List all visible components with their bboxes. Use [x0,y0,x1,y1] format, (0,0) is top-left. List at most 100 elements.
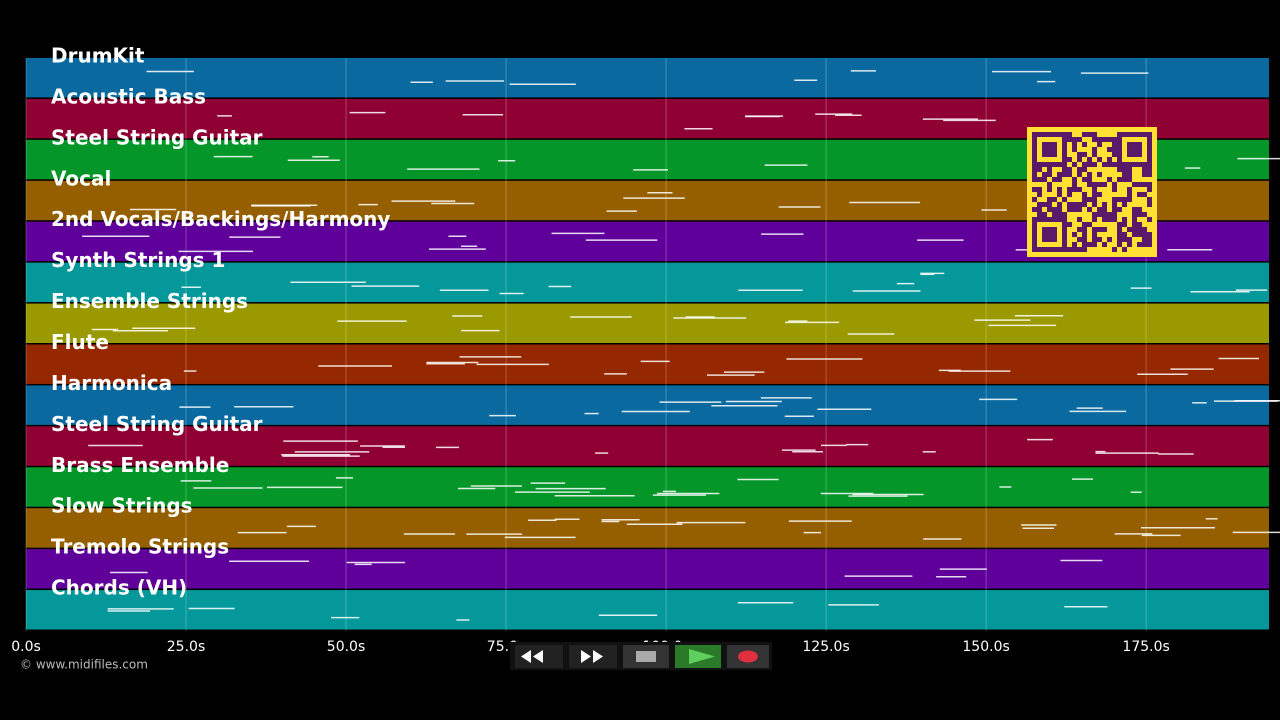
qr-cell [1077,167,1082,172]
notes [82,70,1280,621]
qr-cell [1117,242,1122,247]
qr-cell [1047,187,1052,192]
qr-cell [1047,167,1052,172]
player-controls [510,642,772,670]
qr-cell [1102,162,1107,167]
qr-cell [1147,167,1152,172]
qr-cell [1067,137,1072,142]
qr-cell [1142,232,1147,237]
qr-cell [1077,172,1082,177]
stop-button[interactable] [623,645,669,668]
qr-cell [1092,137,1097,142]
qr-cell [1062,212,1067,217]
track-name: Steel String Guitar [51,412,263,436]
qr-cell [1132,212,1137,217]
qr-cell [1072,242,1077,247]
qr-cell [1137,227,1142,232]
qr-cell [1082,132,1087,137]
qr-cell [1097,207,1102,212]
qr-cell [1092,147,1097,152]
record-button[interactable] [727,645,769,668]
qr-cell [1117,177,1122,182]
qr-cell [1077,187,1082,192]
track-row [26,344,1269,384]
qr-cell [1137,222,1142,227]
track-row [26,385,1269,425]
track-name: Slow Strings [51,494,193,518]
qr-cell [1047,207,1052,212]
qr-cell [1137,182,1142,187]
qr-cell [1032,177,1037,182]
qr-cell [1097,172,1102,177]
qr-cell [1082,142,1087,147]
track-name: DrumKit [51,44,145,68]
qr-cell [1097,192,1102,197]
forward-button[interactable] [569,645,617,668]
track-row [26,426,1269,466]
qr-cell [1122,237,1127,242]
qr-cell [1082,227,1087,232]
qr-cell [1092,162,1097,167]
qr-cell [1122,222,1127,227]
qr-cell [1087,157,1092,162]
qr-cell [1112,147,1117,152]
qr-cell [1092,182,1097,187]
track-row [26,262,1269,303]
qr-cell [1122,197,1127,202]
track-name: Flute [51,330,109,354]
qr-cell [1082,237,1087,242]
qr-cell [1112,137,1117,142]
qr-cell [1147,237,1152,242]
qr-cell [1117,227,1122,232]
rewind-button[interactable] [515,645,563,668]
qr-cell [1132,182,1137,187]
qr-cell [1067,187,1072,192]
track-name: Synth Strings 1 [51,248,225,272]
qr-cell [1077,247,1082,252]
qr-cell [1032,207,1037,212]
qr-cell [1077,237,1082,242]
qr-cell [1102,217,1107,222]
qr-cell [1112,142,1117,147]
qr-cell [1147,202,1152,207]
qr-cell [1107,217,1112,222]
qr-cell [1067,207,1072,212]
qr-cell [1112,207,1117,212]
qr-cell [1082,177,1087,182]
qr-cell [1077,207,1082,212]
qr-cell [1042,202,1047,207]
qr-cell [1082,167,1087,172]
qr-cell [1072,207,1077,212]
qr-cell [1072,247,1077,252]
qr-cell [1112,202,1117,207]
play-button[interactable] [675,645,721,668]
qr-cell [1102,227,1107,232]
qr-cell [1127,237,1132,242]
qr-cell [1117,237,1122,242]
qr-cell [1142,167,1147,172]
qr-cell [1067,247,1072,252]
qr-cell [1127,177,1132,182]
qr-cell [1107,212,1112,217]
qr-cell [1067,167,1072,172]
qr-cell [1087,177,1092,182]
qr-cell [1087,207,1092,212]
qr-cell [1117,207,1122,212]
qr-cell [1042,172,1047,177]
qr-cell [1057,177,1062,182]
qr-cell [1042,177,1047,182]
qr-cell [1077,217,1082,222]
tick-label: 150.0s [962,639,1009,655]
qr-cell [1082,232,1087,237]
qr-cell [1077,202,1082,207]
qr-cell [1067,202,1072,207]
qr-cell [1127,167,1132,172]
track-labels: DrumKit Acoustic Bass Steel String Guitar V… [51,44,390,600]
qr-cell [1142,237,1147,242]
qr-finder [1117,132,1152,167]
qr-cell [1037,207,1042,212]
tick-label: 25.0s [167,639,205,655]
track-name: Tremolo Strings [51,535,229,559]
qr-cell [1082,192,1087,197]
